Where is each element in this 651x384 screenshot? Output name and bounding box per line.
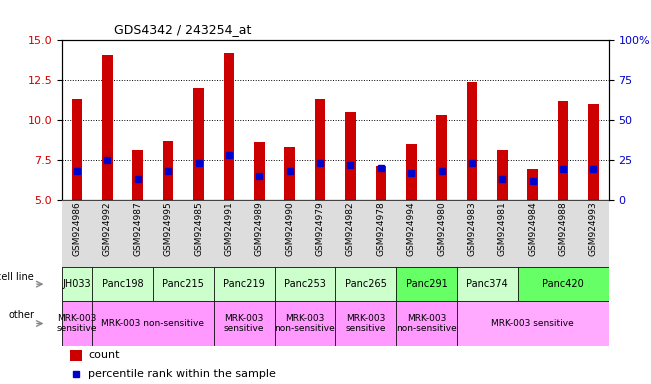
- Text: GDS4342 / 243254_at: GDS4342 / 243254_at: [114, 23, 251, 36]
- Bar: [62, 301, 92, 346]
- Text: Panc215: Panc215: [163, 279, 204, 289]
- Text: MRK-003
sensitive: MRK-003 sensitive: [346, 314, 386, 333]
- Bar: [518, 200, 548, 267]
- Bar: [214, 200, 244, 267]
- Text: GSM924994: GSM924994: [407, 201, 416, 256]
- Text: Panc420: Panc420: [542, 279, 584, 289]
- Text: MRK-003
sensitive: MRK-003 sensitive: [224, 314, 264, 333]
- Bar: [548, 200, 578, 267]
- Text: Panc291: Panc291: [406, 279, 447, 289]
- Bar: [163, 141, 173, 200]
- Bar: [396, 200, 426, 267]
- Bar: [133, 150, 143, 200]
- Bar: [275, 267, 335, 301]
- Bar: [396, 267, 457, 301]
- Bar: [457, 267, 518, 301]
- Text: GSM924981: GSM924981: [498, 201, 507, 256]
- Bar: [92, 301, 214, 346]
- Text: GSM924987: GSM924987: [133, 201, 143, 256]
- Bar: [436, 115, 447, 200]
- Bar: [153, 200, 184, 267]
- Bar: [92, 200, 122, 267]
- Bar: [244, 200, 275, 267]
- Bar: [589, 104, 599, 200]
- Bar: [102, 55, 113, 200]
- Text: MRK-003 non-sensitive: MRK-003 non-sensitive: [102, 319, 204, 328]
- Bar: [275, 200, 305, 267]
- Text: GSM924984: GSM924984: [528, 201, 537, 256]
- Bar: [487, 200, 518, 267]
- Text: other: other: [8, 310, 34, 320]
- Bar: [284, 147, 295, 200]
- Text: GSM924986: GSM924986: [72, 201, 81, 256]
- Text: GSM924982: GSM924982: [346, 201, 355, 256]
- Bar: [426, 200, 457, 267]
- Bar: [254, 142, 264, 200]
- Bar: [62, 267, 92, 301]
- Text: cell line: cell line: [0, 272, 34, 282]
- Text: GSM924979: GSM924979: [316, 201, 325, 256]
- Bar: [315, 99, 326, 200]
- Text: GSM924980: GSM924980: [437, 201, 446, 256]
- Bar: [62, 200, 92, 267]
- Bar: [578, 200, 609, 267]
- Text: Panc198: Panc198: [102, 279, 143, 289]
- Bar: [457, 200, 487, 267]
- Text: MRK-003
non-sensitive: MRK-003 non-sensitive: [396, 314, 457, 333]
- Bar: [153, 267, 214, 301]
- Text: Panc374: Panc374: [466, 279, 508, 289]
- Text: GSM924988: GSM924988: [559, 201, 568, 256]
- Bar: [497, 150, 508, 200]
- Bar: [224, 53, 234, 200]
- Bar: [558, 101, 568, 200]
- Bar: [467, 82, 477, 200]
- Text: MRK-003 sensitive: MRK-003 sensitive: [492, 319, 574, 328]
- Bar: [406, 144, 417, 200]
- Bar: [70, 350, 82, 361]
- Text: GSM924990: GSM924990: [285, 201, 294, 256]
- Bar: [214, 301, 275, 346]
- Bar: [335, 200, 366, 267]
- Bar: [214, 267, 275, 301]
- Text: Panc219: Panc219: [223, 279, 265, 289]
- Text: GSM924989: GSM924989: [255, 201, 264, 256]
- Text: percentile rank within the sample: percentile rank within the sample: [88, 369, 276, 379]
- Bar: [275, 301, 335, 346]
- Bar: [184, 200, 214, 267]
- Text: JH033: JH033: [62, 279, 91, 289]
- Text: MRK-003
non-sensitive: MRK-003 non-sensitive: [275, 314, 335, 333]
- Text: GSM924991: GSM924991: [225, 201, 234, 256]
- Text: GSM924983: GSM924983: [467, 201, 477, 256]
- Text: Panc265: Panc265: [345, 279, 387, 289]
- Bar: [193, 88, 204, 200]
- Bar: [122, 200, 153, 267]
- Bar: [366, 200, 396, 267]
- Bar: [335, 267, 396, 301]
- Text: GSM924993: GSM924993: [589, 201, 598, 256]
- Bar: [457, 301, 609, 346]
- Text: GSM924978: GSM924978: [376, 201, 385, 256]
- Bar: [376, 166, 386, 200]
- Bar: [345, 112, 355, 200]
- Bar: [92, 267, 153, 301]
- Bar: [527, 169, 538, 200]
- Text: count: count: [88, 351, 120, 361]
- Text: Panc253: Panc253: [284, 279, 326, 289]
- Bar: [335, 301, 396, 346]
- Text: MRK-003
sensitive: MRK-003 sensitive: [57, 314, 97, 333]
- Bar: [72, 99, 82, 200]
- Bar: [518, 267, 609, 301]
- Bar: [305, 200, 335, 267]
- Bar: [396, 301, 457, 346]
- Text: GSM924992: GSM924992: [103, 201, 112, 256]
- Text: GSM924985: GSM924985: [194, 201, 203, 256]
- Text: GSM924995: GSM924995: [163, 201, 173, 256]
